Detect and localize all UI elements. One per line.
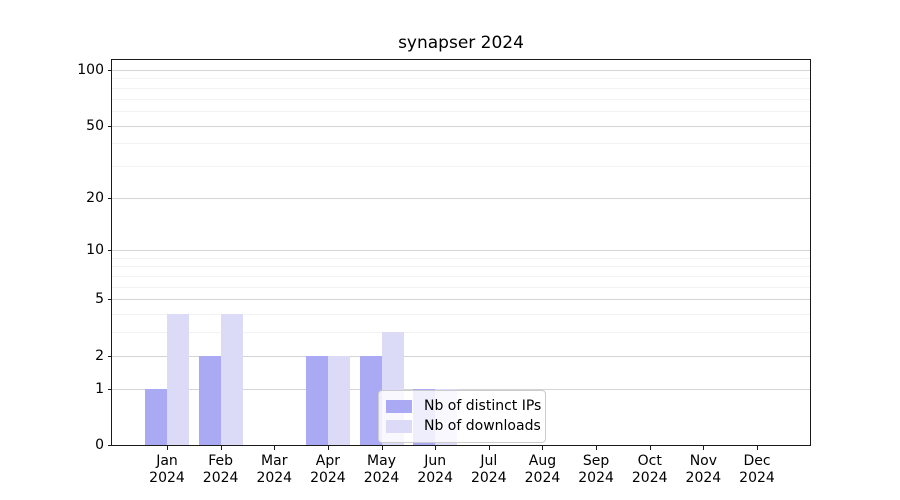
x-tick-mark	[381, 446, 383, 450]
y-tick-label: 50	[86, 117, 104, 134]
y-tick-label: 5	[95, 291, 104, 308]
gridline-minor	[112, 110, 810, 112]
bar-distinct-ips-apr	[305, 355, 328, 445]
plot-area	[111, 59, 811, 446]
y-tick-mark	[108, 197, 112, 199]
gridline-minor	[112, 257, 810, 259]
bar-distinct-ips-may	[359, 355, 382, 445]
gridline-minor	[112, 143, 810, 145]
gridline-major	[112, 250, 810, 252]
gridline-minor	[112, 78, 810, 80]
legend-swatch-downloads	[386, 419, 412, 433]
y-tick-mark	[108, 250, 112, 252]
y-tick-mark	[108, 70, 112, 71]
x-tick-label: May 2024	[363, 453, 400, 486]
gridline-minor	[112, 98, 810, 100]
x-tick-mark	[649, 446, 651, 450]
x-tick-mark	[274, 446, 276, 450]
y-tick-label: 100	[77, 62, 104, 78]
x-tick-label: Apr 2024	[310, 453, 346, 486]
y-tick-mark	[108, 388, 112, 390]
x-tick-label: Jun 2024	[417, 453, 453, 486]
x-tick-mark	[220, 446, 222, 450]
x-tick-mark	[327, 446, 329, 450]
gridline-minor	[112, 332, 810, 334]
bar-downloads-apr	[327, 355, 350, 445]
legend-swatch-distinct-ips	[386, 399, 412, 413]
gridline-minor	[112, 276, 810, 278]
x-tick-mark	[596, 446, 598, 450]
gridline-minor	[112, 266, 810, 268]
gridline-major	[112, 388, 810, 390]
x-tick-mark	[703, 446, 705, 450]
bar-downloads-jan	[167, 314, 189, 445]
x-tick-mark	[488, 446, 490, 450]
gridline-minor	[112, 165, 810, 167]
bar-distinct-ips-feb	[198, 355, 221, 445]
y-tick-label: 0	[95, 437, 104, 453]
bar-distinct-ips-jan	[145, 388, 167, 445]
x-tick-label: Nov 2024	[685, 453, 722, 486]
gridline-major	[112, 70, 810, 71]
gridline-minor	[112, 314, 810, 316]
gridline-major	[112, 299, 810, 301]
legend-label-downloads: Nb of downloads	[424, 418, 541, 434]
x-tick-label: Feb 2024	[202, 453, 239, 486]
y-tick-mark	[108, 445, 112, 446]
gridline-minor	[112, 286, 810, 288]
gridline-major	[112, 355, 810, 357]
x-tick-label: Dec 2024	[739, 453, 775, 486]
bar-downloads-feb	[220, 314, 243, 445]
x-tick-label: Oct 2024	[631, 453, 668, 486]
x-tick-label: Sep 2024	[578, 453, 614, 486]
y-tick-label: 2	[95, 347, 104, 364]
legend: Nb of distinct IPs Nb of downloads	[378, 390, 546, 443]
gridline-major	[112, 125, 810, 127]
x-tick-label: Aug 2024	[524, 453, 561, 486]
x-tick-label: Mar 2024	[256, 453, 293, 486]
legend-label-distinct-ips: Nb of distinct IPs	[424, 398, 542, 414]
y-tick-label: 10	[86, 242, 104, 259]
y-tick-mark	[108, 125, 112, 127]
x-tick-mark	[435, 446, 437, 450]
legend-item-distinct-ips: Nb of distinct IPs	[386, 396, 541, 416]
legend-item-downloads: Nb of downloads	[386, 416, 541, 436]
x-tick-label: Jan 2024	[149, 453, 185, 486]
x-tick-label: Jul 2024	[470, 453, 507, 486]
y-tick-mark	[108, 355, 112, 357]
x-tick-mark	[167, 446, 168, 450]
x-tick-mark	[542, 446, 544, 450]
gridline-minor	[112, 87, 810, 89]
x-tick-mark	[757, 446, 758, 450]
y-tick-label: 1	[95, 380, 104, 397]
gridline-major	[112, 197, 810, 199]
y-tick-mark	[108, 299, 112, 301]
y-tick-label: 20	[86, 189, 104, 206]
chart-title: synapser 2024	[398, 33, 524, 53]
